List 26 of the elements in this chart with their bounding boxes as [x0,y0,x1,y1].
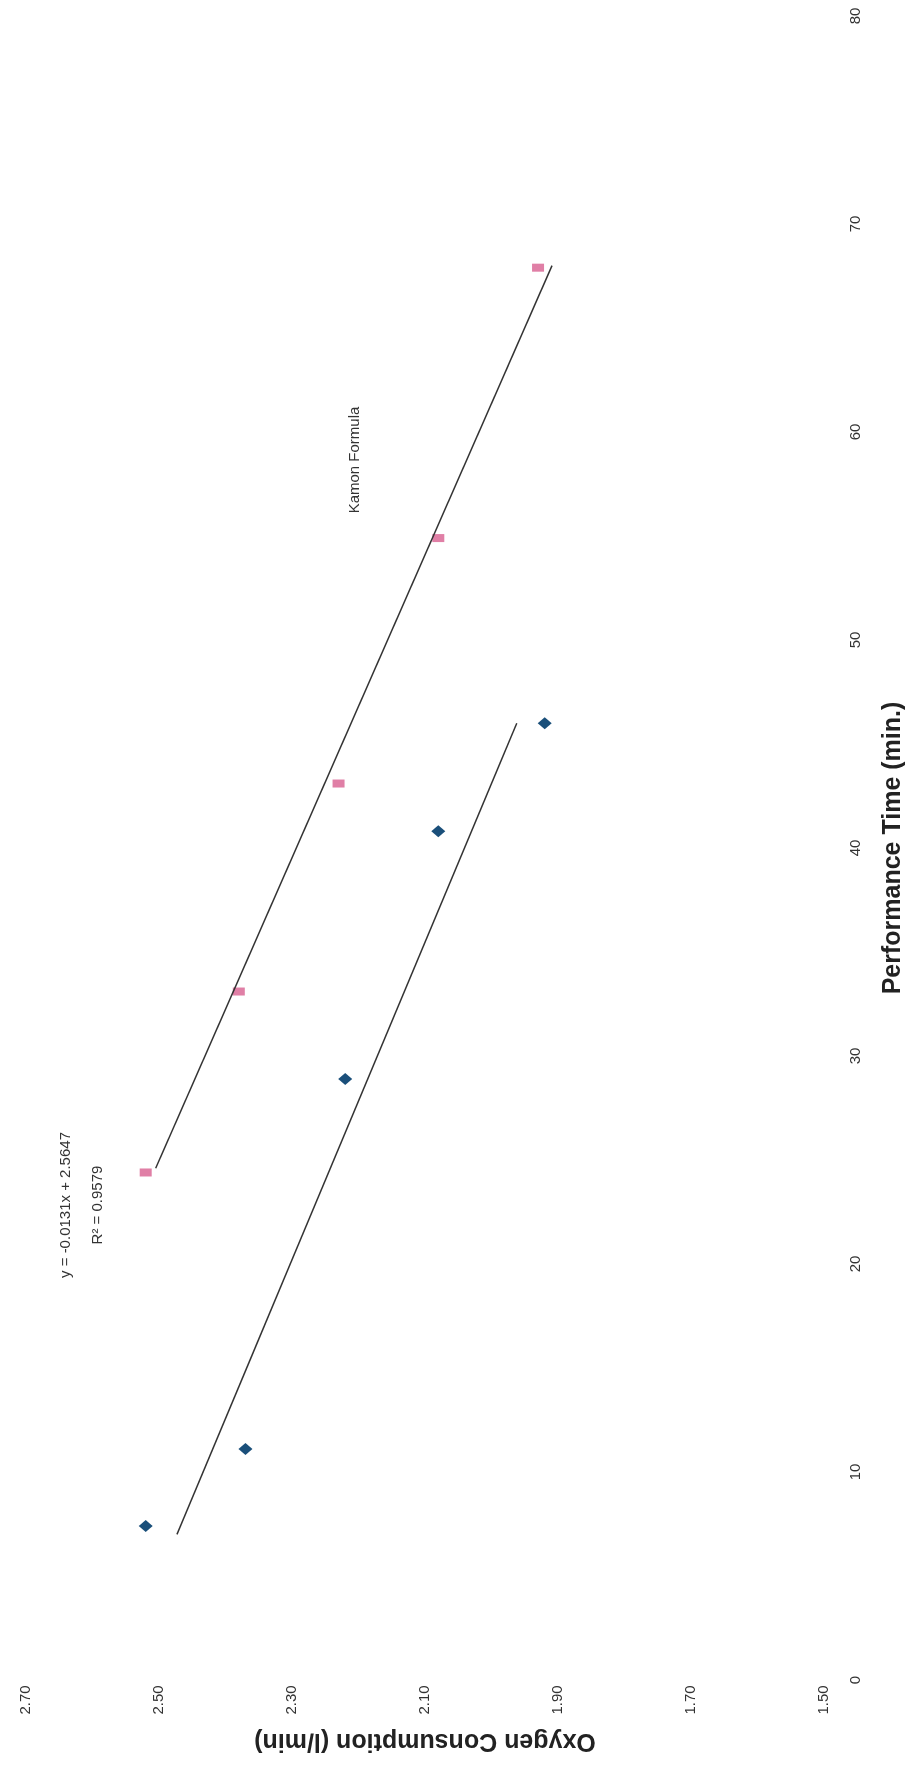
annotation: Kamon Formula [344,406,362,514]
y-tick-label: 0 [845,1675,863,1685]
y-tick-label: 30 [845,1047,863,1065]
y-tick-label: 70 [845,215,863,233]
y-tick-label: 80 [845,7,863,25]
annotation: y = -0.0131x + 2.5647 [55,1132,73,1278]
y-tick-label: 60 [845,423,863,441]
point [338,1072,353,1085]
y-tick-label: 40 [845,839,863,857]
point [238,1443,253,1456]
x-tick-label: 2.10 [414,1685,432,1715]
x-tick-label: 1.70 [680,1685,698,1715]
x-axis-title: Oxygen Consumption (l/min) [254,1729,596,1758]
y-tick-label: 20 [845,1255,863,1273]
point [537,717,552,730]
x-tick-label: 2.30 [281,1685,299,1715]
y-tick-label: 10 [845,1463,863,1481]
x-tick-label: 1.90 [547,1685,565,1715]
x-tick-label: 2.70 [15,1685,33,1715]
y-tick-label: 50 [845,631,863,649]
annotation: R² = 0.9579 [87,1165,105,1245]
point [138,1520,153,1533]
x-tick-label: 1.50 [813,1685,831,1715]
point [431,825,446,838]
x-tick-label: 2.50 [148,1685,166,1715]
y-axis-title: Performance Time (min.) [876,701,905,995]
